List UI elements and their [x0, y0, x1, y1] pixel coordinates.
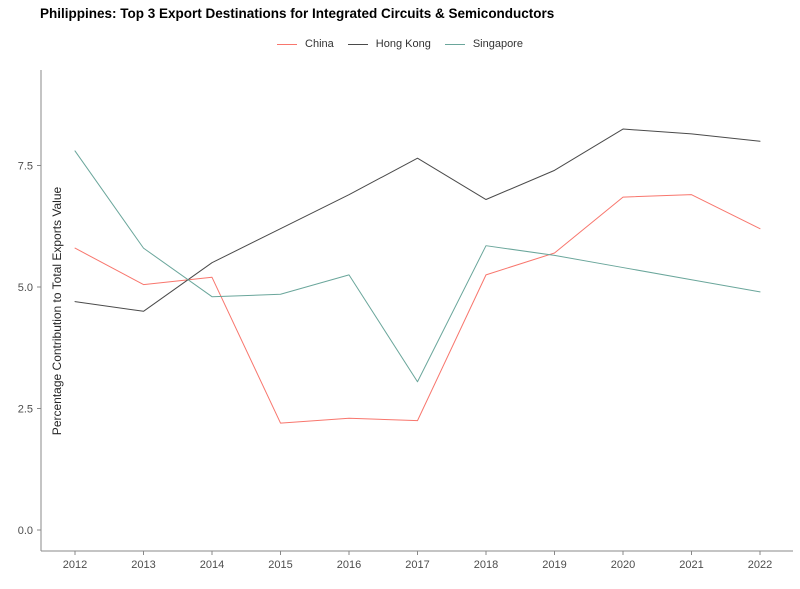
- x-tick-label: 2016: [337, 559, 361, 571]
- x-tick-label: 2017: [405, 559, 429, 571]
- legend-label-china: China: [305, 38, 334, 50]
- x-tick-label: 2014: [200, 559, 224, 571]
- series-line-hong-kong: [74, 128, 761, 312]
- x-tick-label: 2021: [679, 559, 703, 571]
- y-tick-label: 2.5: [18, 404, 33, 416]
- legend-item-china: China: [277, 38, 334, 50]
- x-tick-label: 2015: [268, 559, 292, 571]
- legend-item-singapore: Singapore: [444, 38, 523, 50]
- legend-label-hong-kong: Hong Kong: [375, 38, 431, 50]
- legend-label-singapore: Singapore: [472, 38, 523, 50]
- legend-line-swatch-china: [277, 43, 298, 45]
- legend: China Hong Kong Singapore: [0, 38, 800, 50]
- x-tick-label: 2019: [542, 559, 566, 571]
- legend-line-swatch-singapore: [444, 43, 465, 45]
- y-tick-label: 7.5: [18, 161, 33, 173]
- x-tick-label: 2013: [131, 559, 155, 571]
- series-line-singapore: [74, 150, 761, 383]
- x-tick-label: 2020: [611, 559, 635, 571]
- y-tick-label: 0.0: [18, 525, 33, 537]
- x-tick-label: 2018: [474, 559, 498, 571]
- x-tick-label: 2012: [63, 559, 87, 571]
- chart-title: Philippines: Top 3 Export Destinations f…: [40, 6, 555, 21]
- legend-item-hong-kong: Hong Kong: [347, 38, 431, 50]
- y-axis-title: Percentage Contribution to Total Exports…: [50, 186, 64, 436]
- legend-line-swatch-hong-kong: [347, 43, 368, 45]
- series-line-china: [74, 194, 761, 424]
- y-tick-label: 5.0: [18, 282, 33, 294]
- x-tick-label: 2022: [748, 559, 772, 571]
